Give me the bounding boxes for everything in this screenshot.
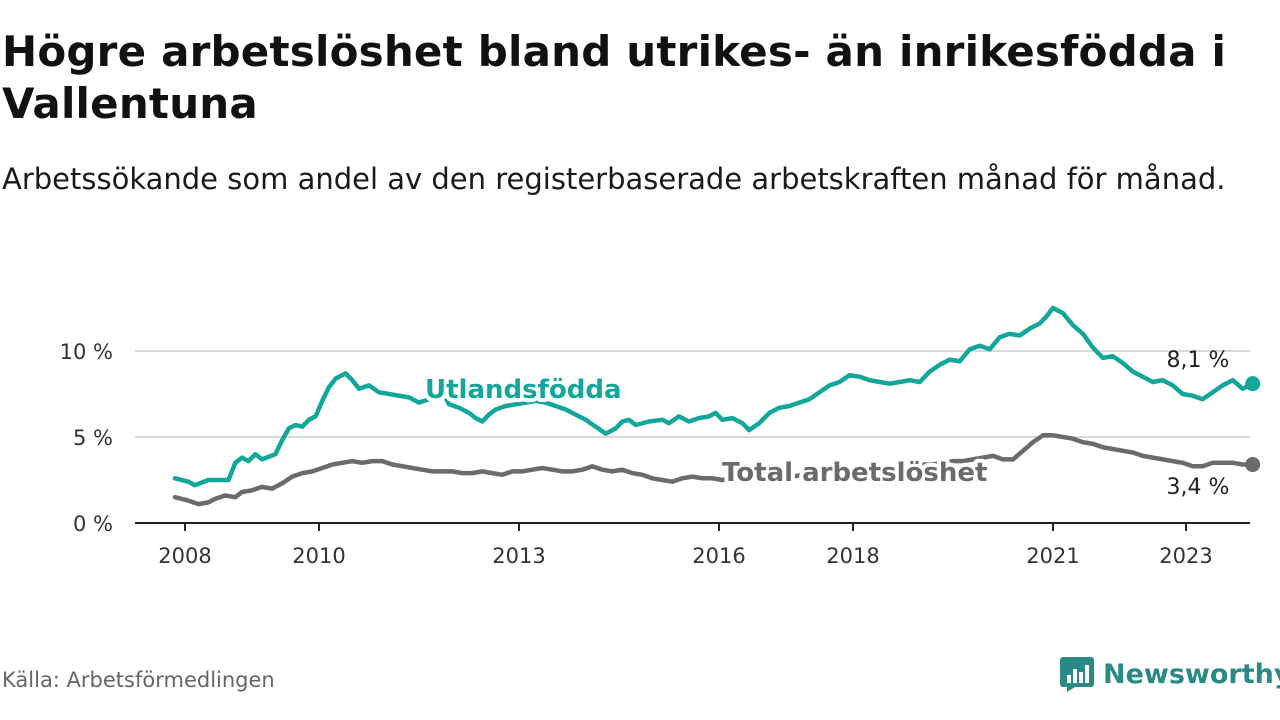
end-value-label-total: 3,4 %	[1167, 475, 1230, 500]
end-value-label-utlandsfodda: 8,1 %	[1167, 348, 1230, 373]
end-point-total	[1245, 457, 1261, 473]
end-point-utlandsfodda	[1245, 376, 1261, 392]
y-tick-label: 5 %	[73, 426, 113, 450]
series-layer	[172, 305, 1261, 507]
x-tick-label: 2023	[1159, 544, 1212, 568]
series-line-utlandsfodda	[172, 305, 1255, 488]
chart-title: Högre arbetslöshet bland utrikes- än inr…	[2, 27, 1227, 128]
brand-name: Newsworthy	[1103, 658, 1280, 690]
newsworthy-logo-icon	[1060, 657, 1094, 692]
label-layer: Utlandsfödda Total arbetslöshet 8,1 % 3,4 %	[421, 348, 1230, 500]
chart-subtitle: Arbetssökande som andel av den registerb…	[2, 162, 1226, 196]
x-tick-label: 2021	[1026, 544, 1079, 568]
axis-layer: 0 % 5 % 10 % 2008 2010 2013 2016 2018 2021 2023	[60, 340, 1250, 568]
y-tick-label: 0 %	[73, 512, 113, 536]
x-tick-label: 2008	[158, 544, 211, 568]
x-tick-label: 2018	[826, 544, 879, 568]
newsworthy-brand[interactable]: Newsworthy	[1059, 654, 1280, 694]
source-note: Källa: Arbetsförmedlingen	[2, 668, 275, 692]
series-line-total	[172, 433, 1255, 507]
x-tick-label: 2016	[692, 544, 745, 568]
series-label-utlandsfodda: Utlandsfödda	[425, 375, 622, 405]
y-tick-label: 10 %	[60, 340, 113, 364]
x-tick-label: 2010	[292, 544, 345, 568]
line-chart: 0 % 5 % 10 % 2008 2010 2013 2016 2018 2021 2023 U…	[60, 305, 1261, 568]
x-tick-label: 2013	[492, 544, 545, 568]
series-label-total: Total arbetslöshet	[722, 458, 987, 488]
